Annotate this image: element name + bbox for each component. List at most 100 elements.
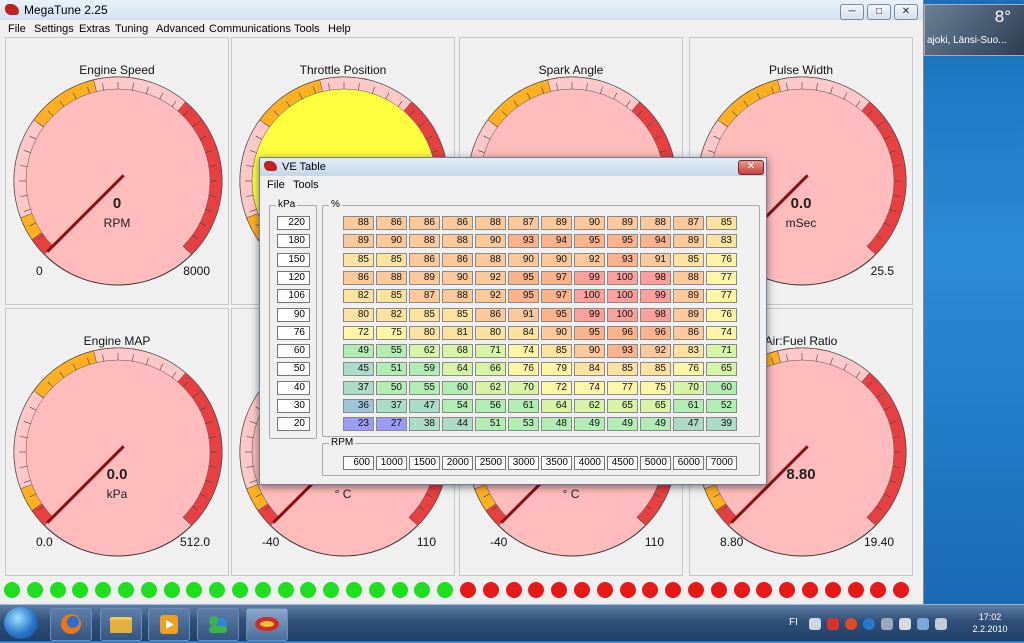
ve-cell[interactable]: 99 — [640, 289, 671, 304]
ve-cell[interactable]: 97 — [541, 270, 572, 285]
ve-cell[interactable]: 86 — [409, 252, 440, 267]
ve-cell[interactable]: 53 — [508, 417, 539, 432]
megatune-title-bar[interactable]: MegaTune 2.25 ─ □ ✕ — [0, 0, 923, 20]
rpm-bin-input[interactable]: 2500 — [475, 456, 506, 470]
ve-cell[interactable]: 76 — [508, 362, 539, 377]
kpa-bin-input[interactable]: 180 — [277, 234, 310, 249]
ve-cell[interactable]: 81 — [442, 325, 473, 340]
ve-cell[interactable]: 76 — [706, 307, 737, 322]
ve-cell[interactable]: 82 — [343, 289, 374, 304]
ve-cell[interactable]: 39 — [706, 417, 737, 432]
ve-cell[interactable]: 37 — [343, 380, 374, 395]
tray-close-icon[interactable] — [827, 618, 839, 630]
kpa-bin-input[interactable]: 106 — [277, 289, 310, 304]
taskbar-messenger-button[interactable] — [197, 608, 239, 641]
tray-expand-icon[interactable] — [809, 618, 821, 630]
ve-cell[interactable]: 92 — [640, 344, 671, 359]
ve-cell[interactable]: 75 — [640, 380, 671, 395]
rpm-bin-input[interactable]: 3000 — [508, 456, 539, 470]
ve-menu-file[interactable]: File — [267, 179, 285, 191]
ve-cell[interactable]: 45 — [343, 362, 374, 377]
menu-help[interactable]: Help — [328, 23, 351, 35]
start-button[interactable] — [4, 607, 38, 639]
ve-cell[interactable]: 84 — [508, 325, 539, 340]
ve-cell[interactable]: 86 — [409, 216, 440, 230]
ve-cell[interactable]: 65 — [640, 399, 671, 413]
ve-cell[interactable]: 86 — [475, 307, 506, 322]
ve-cell[interactable]: 60 — [442, 380, 473, 395]
ve-close-button[interactable]: ✕ — [738, 160, 764, 175]
ve-cell[interactable]: 38 — [409, 417, 440, 432]
tray-network-icon[interactable] — [917, 618, 929, 630]
ve-cell[interactable]: 52 — [706, 399, 737, 413]
ve-cell[interactable]: 64 — [442, 362, 473, 377]
ve-cell[interactable]: 49 — [640, 417, 671, 432]
ve-cell[interactable]: 89 — [607, 216, 638, 230]
ve-cell[interactable]: 89 — [409, 270, 440, 285]
ve-cell[interactable]: 54 — [442, 399, 473, 413]
ve-cell[interactable]: 72 — [541, 380, 572, 395]
ve-cell[interactable]: 98 — [640, 307, 671, 322]
kpa-bin-input[interactable]: 220 — [277, 216, 310, 230]
kpa-bin-input[interactable]: 30 — [277, 399, 310, 413]
kpa-bin-input[interactable]: 150 — [277, 252, 310, 267]
weather-gadget[interactable]: 8° ajoki, Länsi-Suo... — [924, 4, 1024, 56]
ve-cell[interactable]: 90 — [574, 344, 605, 359]
ve-cell[interactable]: 86 — [673, 325, 704, 340]
ve-cell[interactable]: 86 — [442, 252, 473, 267]
ve-cell[interactable]: 88 — [343, 216, 374, 230]
menu-tools[interactable]: Tools — [294, 23, 320, 35]
ve-cell[interactable]: 96 — [640, 325, 671, 340]
menu-advanced[interactable]: Advanced — [156, 23, 205, 35]
tray-usb-icon[interactable] — [881, 618, 893, 630]
ve-cell[interactable]: 59 — [409, 362, 440, 377]
kpa-bin-input[interactable]: 50 — [277, 362, 310, 377]
ve-cell[interactable]: 95 — [508, 289, 539, 304]
ve-cell[interactable]: 89 — [541, 216, 572, 230]
ve-cell[interactable]: 85 — [343, 252, 374, 267]
ve-cell[interactable]: 80 — [409, 325, 440, 340]
ve-cell[interactable]: 83 — [706, 234, 737, 249]
ve-cell[interactable]: 66 — [475, 362, 506, 377]
ve-cell[interactable]: 23 — [343, 417, 374, 432]
ve-cell[interactable]: 87 — [409, 289, 440, 304]
ve-cell[interactable]: 100 — [607, 307, 638, 322]
rpm-bin-input[interactable]: 5000 — [640, 456, 671, 470]
ve-cell[interactable]: 85 — [376, 252, 407, 267]
ve-cell[interactable]: 79 — [541, 362, 572, 377]
ve-menu-tools[interactable]: Tools — [293, 179, 319, 191]
ve-cell[interactable]: 44 — [442, 417, 473, 432]
ve-cell[interactable]: 95 — [508, 270, 539, 285]
ve-cell[interactable]: 76 — [706, 252, 737, 267]
ve-title-bar[interactable]: VE Table ✕ — [260, 158, 766, 176]
ve-cell[interactable]: 70 — [673, 380, 704, 395]
tray-ccleaner-icon[interactable] — [863, 618, 875, 630]
ve-cell[interactable]: 90 — [574, 216, 605, 230]
ve-cell[interactable]: 62 — [574, 399, 605, 413]
ve-cell[interactable]: 71 — [706, 344, 737, 359]
kpa-bin-input[interactable]: 40 — [277, 380, 310, 395]
ve-cell[interactable]: 88 — [376, 270, 407, 285]
ve-cell[interactable]: 88 — [673, 270, 704, 285]
ve-cell[interactable]: 65 — [706, 362, 737, 377]
menu-settings[interactable]: Settings — [34, 23, 74, 35]
ve-cell[interactable]: 70 — [508, 380, 539, 395]
ve-cell[interactable]: 88 — [640, 216, 671, 230]
ve-cell[interactable]: 74 — [706, 325, 737, 340]
ve-cell[interactable]: 89 — [343, 234, 374, 249]
ve-cell[interactable]: 88 — [475, 252, 506, 267]
ve-cell[interactable]: 80 — [343, 307, 374, 322]
ve-cell[interactable]: 77 — [706, 270, 737, 285]
ve-cell[interactable]: 50 — [376, 380, 407, 395]
ve-cell[interactable]: 76 — [673, 362, 704, 377]
ve-cell[interactable]: 93 — [508, 234, 539, 249]
taskbar-megatune-button[interactable] — [246, 608, 288, 641]
tray-opera-icon[interactable] — [845, 618, 857, 630]
ve-cell[interactable]: 55 — [376, 344, 407, 359]
close-button[interactable]: ✕ — [894, 4, 918, 20]
rpm-bin-input[interactable]: 4000 — [574, 456, 605, 470]
kpa-bin-input[interactable]: 120 — [277, 270, 310, 285]
ve-cell[interactable]: 100 — [607, 270, 638, 285]
rpm-bin-input[interactable]: 3500 — [541, 456, 572, 470]
ve-cell[interactable]: 90 — [541, 252, 572, 267]
